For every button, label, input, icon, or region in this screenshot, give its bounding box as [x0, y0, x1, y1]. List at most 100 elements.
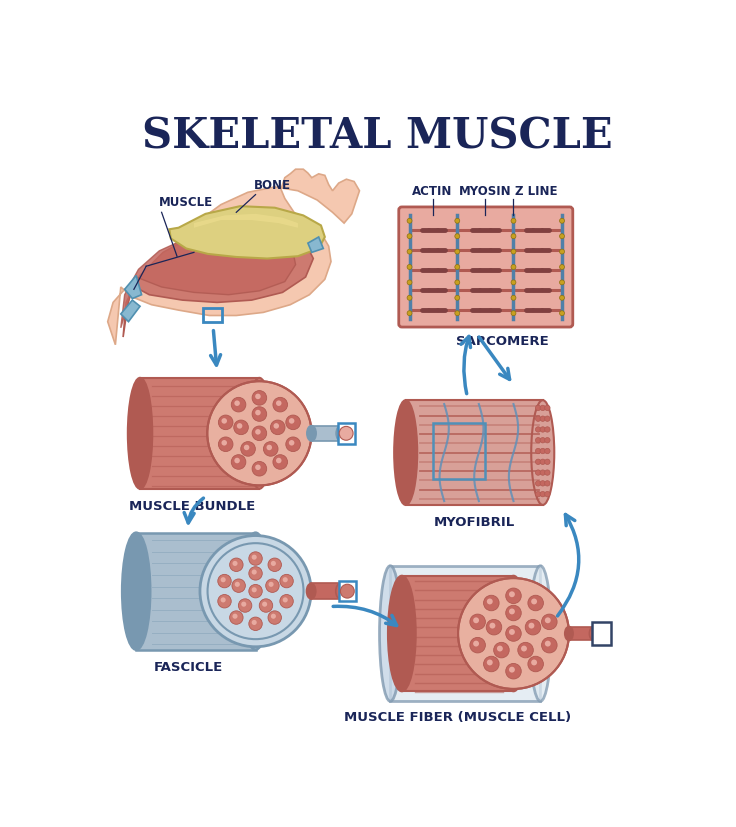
Circle shape [509, 609, 515, 614]
Circle shape [489, 289, 492, 293]
Circle shape [340, 585, 354, 599]
Circle shape [535, 428, 541, 433]
Circle shape [506, 626, 521, 642]
Polygon shape [194, 214, 298, 228]
Text: TENDON: TENDON [192, 237, 248, 249]
Circle shape [280, 575, 293, 588]
Circle shape [252, 555, 257, 560]
Circle shape [289, 441, 294, 446]
Circle shape [427, 229, 431, 232]
Circle shape [289, 418, 294, 424]
Circle shape [535, 417, 541, 422]
Bar [433, 423, 485, 479]
Circle shape [255, 410, 261, 416]
Circle shape [427, 308, 431, 313]
Circle shape [559, 280, 565, 285]
Circle shape [255, 429, 261, 435]
Circle shape [559, 250, 565, 255]
Circle shape [545, 417, 550, 422]
Circle shape [200, 536, 311, 647]
Circle shape [540, 481, 545, 486]
FancyBboxPatch shape [399, 208, 573, 327]
Circle shape [540, 460, 545, 465]
Circle shape [535, 449, 541, 454]
Circle shape [545, 471, 550, 476]
Bar [406, 401, 542, 505]
Circle shape [266, 445, 272, 451]
Circle shape [218, 595, 231, 608]
Circle shape [540, 428, 545, 433]
Circle shape [484, 595, 499, 611]
Circle shape [252, 462, 266, 476]
Circle shape [511, 219, 516, 224]
Circle shape [545, 618, 551, 624]
Ellipse shape [406, 647, 436, 664]
Circle shape [531, 289, 535, 293]
Circle shape [269, 582, 274, 587]
Circle shape [484, 657, 499, 672]
Bar [338, 423, 355, 445]
Circle shape [531, 599, 537, 605]
Bar [339, 581, 355, 601]
Circle shape [521, 646, 527, 652]
Ellipse shape [531, 401, 554, 505]
Circle shape [511, 280, 516, 285]
Ellipse shape [380, 566, 401, 701]
Circle shape [230, 558, 243, 571]
Polygon shape [124, 276, 141, 299]
Circle shape [540, 289, 544, 293]
Circle shape [407, 280, 412, 285]
Circle shape [252, 587, 257, 593]
Circle shape [232, 579, 245, 593]
Circle shape [436, 289, 440, 293]
Circle shape [545, 428, 550, 433]
Circle shape [540, 269, 544, 273]
Bar [390, 566, 540, 701]
Circle shape [528, 595, 543, 611]
Circle shape [559, 265, 565, 270]
Circle shape [249, 617, 262, 631]
Polygon shape [107, 170, 359, 346]
Circle shape [276, 458, 282, 464]
Bar [402, 576, 514, 691]
Bar [311, 426, 341, 442]
Circle shape [545, 438, 550, 443]
Text: BONE: BONE [254, 179, 291, 192]
Circle shape [249, 567, 262, 581]
Circle shape [489, 249, 492, 253]
Circle shape [478, 249, 482, 253]
Circle shape [286, 437, 300, 452]
Circle shape [535, 438, 541, 443]
Circle shape [486, 599, 492, 605]
Bar [136, 533, 255, 650]
Circle shape [262, 602, 267, 607]
Circle shape [545, 641, 551, 647]
Circle shape [231, 398, 246, 413]
Ellipse shape [590, 627, 598, 641]
Circle shape [271, 614, 276, 619]
Circle shape [252, 620, 257, 625]
Circle shape [252, 391, 266, 406]
Ellipse shape [406, 604, 436, 621]
Circle shape [233, 562, 238, 566]
Circle shape [259, 599, 273, 613]
Polygon shape [121, 301, 140, 323]
Circle shape [268, 611, 281, 624]
Polygon shape [121, 234, 296, 328]
Circle shape [540, 249, 544, 253]
Circle shape [233, 614, 238, 619]
Ellipse shape [128, 379, 152, 489]
Circle shape [234, 421, 248, 435]
Text: SARCOMERE: SARCOMERE [456, 335, 549, 348]
Circle shape [489, 623, 495, 629]
Circle shape [455, 296, 460, 301]
Circle shape [271, 562, 276, 566]
Circle shape [208, 543, 303, 639]
Circle shape [407, 311, 412, 316]
Circle shape [518, 643, 534, 658]
Circle shape [540, 438, 545, 443]
Circle shape [427, 289, 431, 293]
Circle shape [506, 588, 521, 604]
Bar [569, 627, 593, 641]
Circle shape [535, 481, 541, 486]
